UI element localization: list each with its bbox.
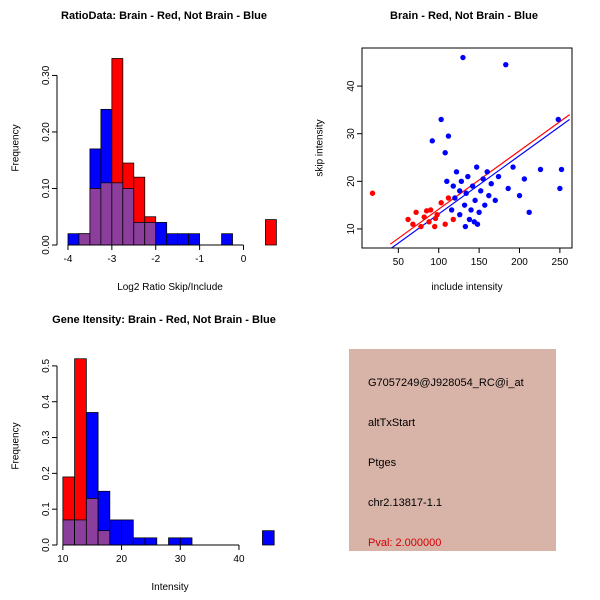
gene-hist-title: Gene Itensity: Brain - Red, Not Brain - … [52,314,276,326]
svg-text:0.10: 0.10 [41,178,52,198]
scatter-x-axis-label: include intensity [431,282,503,293]
panel-ratio-histogram: RatioData: Brain - Red, Not Brain - Blue… [0,0,300,300]
svg-text:0: 0 [241,254,247,265]
svg-text:0.30: 0.30 [41,65,52,85]
svg-text:40: 40 [233,554,245,565]
svg-text:100: 100 [430,257,447,268]
scatter-title: Brain - Red, Not Brain - Blue [390,10,538,22]
svg-text:0.0: 0.0 [41,538,52,552]
svg-text:200: 200 [511,257,528,268]
svg-text:20: 20 [346,175,357,187]
svg-text:-1: -1 [195,254,204,265]
ratio-hist-title: RatioData: Brain - Red, Not Brain - Blue [61,10,267,22]
chromosome-location-text: chr2.13817-1.1 [368,497,442,509]
svg-text:-3: -3 [107,254,116,265]
gene-histogram-plot: 10 20 30 40 0.0 0.1 0.2 0.3 0.4 0.5 [41,358,275,565]
pval-text: Pval: 2.000000 [368,537,442,549]
svg-text:10: 10 [57,554,69,565]
svg-text:30: 30 [175,554,187,565]
svg-text:0.2: 0.2 [41,466,52,480]
ratio-hist-y-axis-label: Frequency [10,124,22,172]
svg-text:20: 20 [116,554,128,565]
panel-gene-info: G7057249@J928054_RC@i_at altTxStart Ptge… [300,300,600,600]
probe-id-text: G7057249@J928054_RC@i_at [368,377,524,389]
svg-text:40: 40 [346,80,357,92]
intensity-scatter-plot: 50 100 150 200 250 10 20 30 40 [346,47,573,268]
gene-hist-y-axis-label: Frequency [10,422,22,470]
event-type-text: altTxStart [368,417,416,429]
svg-text:50: 50 [393,257,405,268]
svg-text:0.1: 0.1 [41,502,52,516]
svg-text:10: 10 [346,223,357,235]
ratio-hist-x-axis-label: Log2 Ratio Skip/Include [117,282,223,293]
svg-text:30: 30 [346,128,357,140]
panel-gene-histogram: Gene Itensity: Brain - Red, Not Brain - … [0,300,300,600]
panel-intensity-scatter: Brain - Red, Not Brain - Blue 50 100 150 20… [300,0,600,300]
svg-text:250: 250 [552,257,569,268]
svg-text:-4: -4 [64,254,73,265]
gene-hist-x-axis-label: Intensity [151,582,189,593]
svg-text:-2: -2 [151,254,160,265]
svg-text:150: 150 [471,257,488,268]
ratio-histogram-plot: -4 -3 -2 -1 0 0.00 0.10 0.20 0.30 [41,58,277,265]
svg-text:0.5: 0.5 [41,359,52,373]
gene-info-box: G7057249@J928054_RC@i_at altTxStart Ptge… [349,349,556,551]
svg-text:0.4: 0.4 [41,394,52,408]
scatter-y-axis-label: skip intensity [314,119,326,177]
gene-symbol-text: Ptges [368,457,397,469]
svg-text:0.20: 0.20 [41,122,52,142]
svg-text:0.00: 0.00 [41,235,52,255]
svg-text:0.3: 0.3 [41,430,52,444]
